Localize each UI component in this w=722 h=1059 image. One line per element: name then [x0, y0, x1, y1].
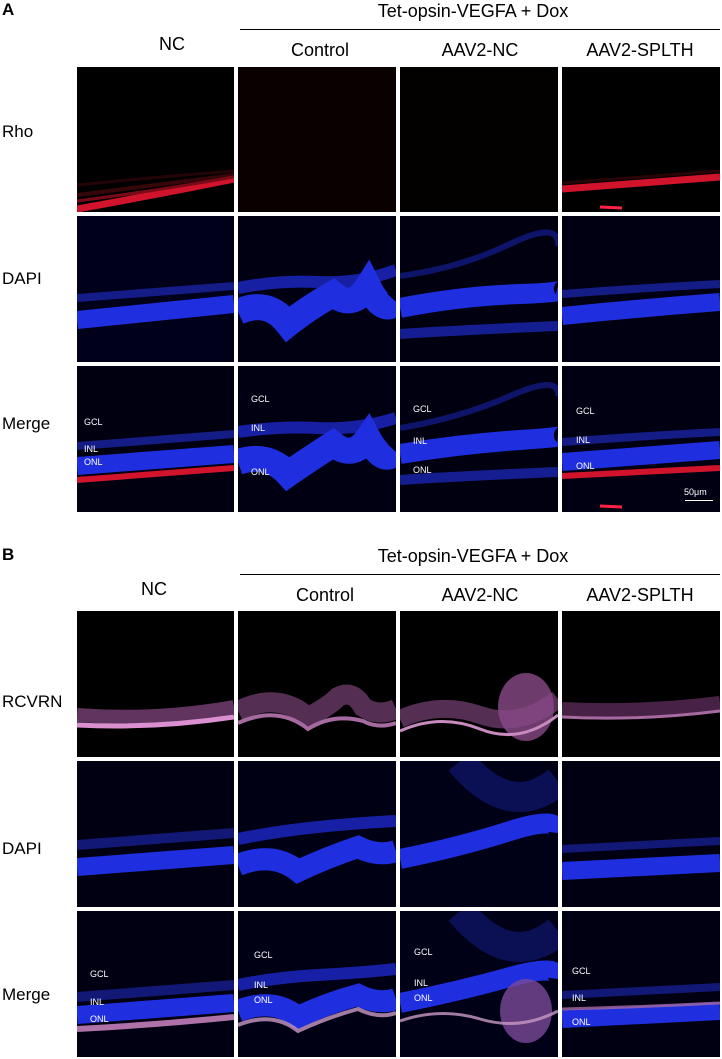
- layer-label-gcl: GCL: [414, 947, 433, 957]
- micrograph-b-merge-aav2-nc: GCL INL ONL: [400, 911, 558, 1057]
- micrograph-a-dapi-aav2-splth: [562, 216, 720, 362]
- layer-label-gcl: GCL: [251, 394, 270, 404]
- micrograph-b-dapi-aav2-nc: [400, 761, 558, 907]
- micrograph-b-rcvrn-control: [238, 611, 396, 757]
- layer-label-inl: INL: [413, 436, 428, 446]
- micrograph-a-rho-nc: [77, 67, 234, 212]
- layer-label-inl: INL: [251, 423, 266, 433]
- panel-b-group-rule: [240, 574, 720, 575]
- panel-a-col-control: Control: [290, 40, 350, 60]
- layer-label-gcl: GCL: [572, 966, 591, 976]
- panel-a-row-merge: Merge: [2, 414, 51, 433]
- layer-label-gcl: GCL: [90, 969, 109, 979]
- panel-b-col-nc: NC: [141, 579, 167, 599]
- panel-b-col-aav2-nc: AAV2-NC: [441, 585, 519, 605]
- micrograph-b-merge-aav2-splth: GCL INL ONL: [562, 911, 720, 1057]
- panel-a-group-rule: [240, 29, 720, 30]
- layer-label-inl: INL: [572, 993, 587, 1003]
- layer-label-gcl: GCL: [576, 406, 595, 416]
- micrograph-a-rho-aav2-splth: [562, 67, 720, 212]
- layer-label-inl: INL: [576, 435, 591, 445]
- micrograph-b-dapi-nc: [77, 761, 234, 907]
- micrograph-a-merge-aav2-nc: GCL INL ONL: [400, 366, 558, 512]
- micrograph-a-dapi-nc: [77, 216, 234, 362]
- scale-bar: [685, 500, 713, 501]
- panel-b-group-title: Tet-opsin-VEGFA + Dox: [377, 546, 569, 566]
- panel-a-col-aav2-splth: AAV2-SPLTH: [586, 40, 694, 60]
- layer-label-inl: INL: [254, 980, 269, 990]
- layer-label-onl: ONL: [254, 995, 273, 1005]
- micrograph-a-merge-control: GCL INL ONL: [238, 366, 396, 512]
- panel-a-group-title: Tet-opsin-VEGFA + Dox: [377, 1, 569, 21]
- layer-label-onl: ONL: [572, 1017, 591, 1027]
- micrograph-b-dapi-aav2-splth: [562, 761, 720, 907]
- micrograph-b-merge-control: GCL INL ONL: [238, 911, 396, 1057]
- micrograph-b-rcvrn-aav2-nc: [400, 611, 558, 757]
- layer-label-onl: ONL: [90, 1014, 109, 1024]
- micrograph-a-rho-control: [238, 67, 396, 212]
- layer-label-onl: ONL: [414, 993, 433, 1003]
- panel-a-row-rho: Rho: [2, 122, 34, 141]
- micrograph-b-rcvrn-nc: [77, 611, 234, 757]
- layer-label-onl: ONL: [413, 465, 432, 475]
- layer-label-inl: INL: [414, 978, 429, 988]
- micrograph-a-merge-nc: GCL INL ONL: [77, 366, 234, 512]
- micrograph-a-dapi-control: [238, 216, 396, 362]
- layer-label-inl: INL: [90, 997, 105, 1007]
- panel-a-col-nc: NC: [159, 34, 185, 54]
- micrograph-a-dapi-aav2-nc: [400, 216, 558, 362]
- layer-label-onl: ONL: [576, 461, 595, 471]
- layer-label-gcl: GCL: [84, 417, 103, 427]
- panel-b-row-dapi: DAPI: [2, 839, 42, 858]
- layer-label-inl: INL: [84, 444, 99, 454]
- panel-a-letter: A: [2, 0, 15, 19]
- panel-b-col-control: Control: [295, 585, 355, 605]
- layer-label-onl: ONL: [84, 457, 103, 467]
- panel-b-row-rcvrn: RCVRN: [2, 692, 63, 711]
- panel-b-letter: B: [2, 545, 15, 564]
- panel-a-col-aav2-nc: AAV2-NC: [441, 40, 519, 60]
- scale-bar-label: 50μm: [684, 487, 707, 497]
- micrograph-b-dapi-control: [238, 761, 396, 907]
- layer-label-onl: ONL: [251, 467, 270, 477]
- layer-label-gcl: GCL: [254, 950, 273, 960]
- micrograph-b-merge-nc: GCL INL ONL: [77, 911, 234, 1057]
- panel-b-col-aav2-splth: AAV2-SPLTH: [586, 585, 694, 605]
- panel-a-row-dapi: DAPI: [2, 269, 42, 288]
- micrograph-b-rcvrn-aav2-splth: [562, 611, 720, 757]
- panel-b-row-merge: Merge: [2, 985, 51, 1004]
- layer-label-gcl: GCL: [413, 404, 432, 414]
- micrograph-a-merge-aav2-splth: GCL INL ONL 50μm: [562, 366, 720, 512]
- micrograph-a-rho-aav2-nc: [400, 67, 558, 212]
